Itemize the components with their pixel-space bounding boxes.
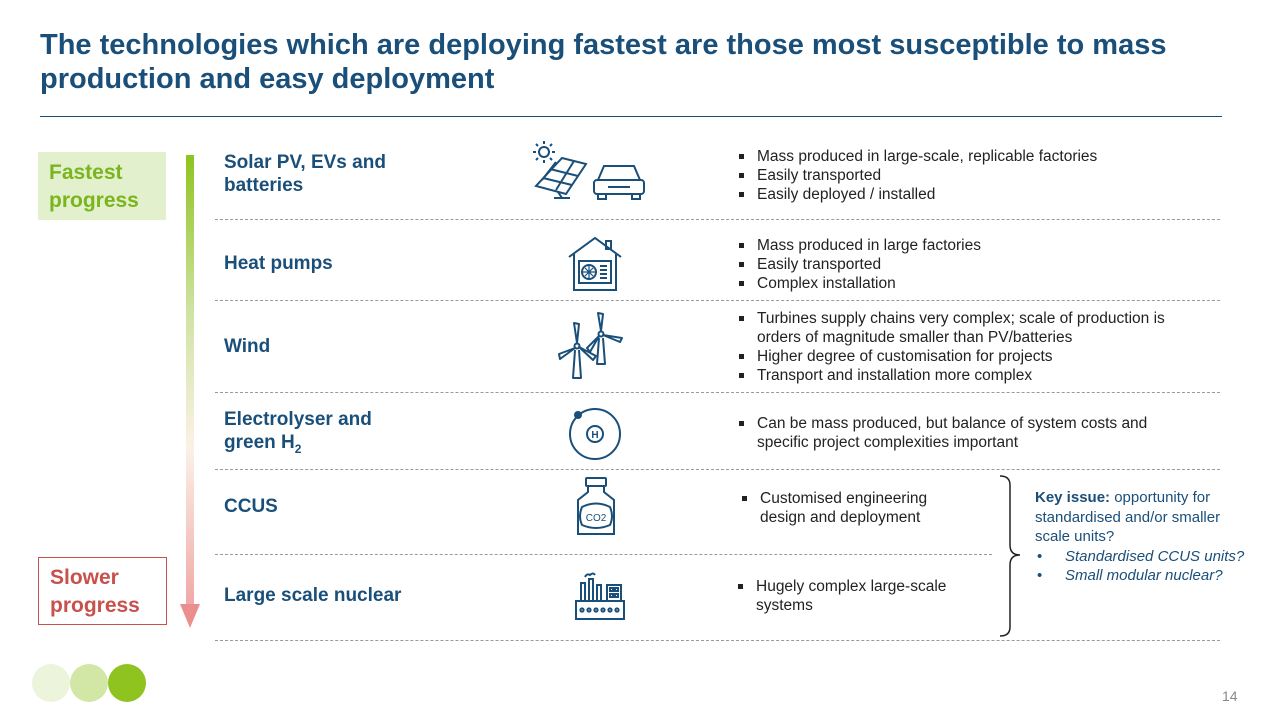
heat-pump-bullets: Mass produced in large factories Easily … (736, 236, 1196, 293)
right-brace (998, 475, 1028, 642)
nuclear-plant-icon (573, 571, 627, 623)
list-item: Easily transported (736, 166, 1196, 185)
key-issue-text: opportunity for standardised and/or smal… (1035, 489, 1221, 545)
row-divider (215, 392, 1220, 393)
row-title-electrolyser: Electrolyser and green H2 (224, 408, 404, 461)
decorative-circle (108, 664, 146, 702)
title-divider (40, 116, 1222, 117)
page-number: 14 (1222, 688, 1238, 704)
hydrogen-icon-label: H (591, 430, 598, 441)
slide-title: The technologies which are deploying fas… (40, 29, 1167, 95)
row-title-solar: Solar PV, EVs and batteries (224, 152, 386, 196)
co2-container-icon: CO2 (574, 476, 618, 538)
row-divider (215, 554, 992, 555)
row-title-heat-pumps: Heat pumps (224, 253, 333, 274)
heat-pump-house-icon (566, 235, 624, 293)
list-item: Complex installation (736, 274, 1196, 293)
progress-arrow-head (180, 604, 200, 628)
row-title-ccus: CCUS (224, 496, 278, 517)
list-item: Hugely complex large-scale systems (735, 577, 947, 615)
decorative-circle (70, 664, 108, 702)
key-issue-item: Small modular nuclear? (1035, 566, 1245, 586)
list-item: Easily deployed / installed (736, 185, 1196, 204)
list-item: Mass produced in large-scale, replicable… (736, 147, 1196, 166)
solar-bullets: Mass produced in large-scale, replicable… (736, 147, 1196, 204)
row-divider (215, 469, 1220, 470)
list-item: Customised engineering design and deploy… (739, 489, 964, 527)
key-issue-box: Key issue: opportunity for standardised … (1035, 488, 1245, 586)
solar-panel-and-car-icon (528, 140, 650, 204)
row-title-electrolyser-subscript: 2 (294, 441, 302, 456)
list-item: Mass produced in large factories (736, 236, 1196, 255)
row-title-wind: Wind (224, 336, 271, 357)
wind-bullets: Turbines supply chains very complex; sca… (736, 309, 1206, 385)
list-item: Easily transported (736, 255, 1196, 274)
list-item: Transport and installation more complex (736, 366, 1206, 385)
list-item: Can be mass produced, but balance of sys… (736, 414, 1156, 452)
key-issue-heading: Key issue: (1035, 489, 1111, 506)
wind-turbines-icon (556, 310, 628, 382)
list-item: Turbines supply chains very complex; sca… (736, 309, 1206, 347)
row-divider (215, 300, 1220, 301)
slower-progress-label: Slower progress (38, 557, 167, 625)
electrolyser-bullets: Can be mass produced, but balance of sys… (736, 414, 1156, 452)
decorative-circle (32, 664, 70, 702)
nuclear-bullets: Hugely complex large-scale systems (735, 577, 947, 615)
row-divider (215, 640, 1220, 641)
co2-icon-label: CO2 (586, 513, 607, 524)
ccus-bullets: Customised engineering design and deploy… (739, 489, 964, 527)
progress-arrow-shaft (186, 155, 194, 605)
key-issue-item: Standardised CCUS units? (1035, 547, 1245, 567)
fastest-progress-label: Fastest progress (38, 152, 166, 220)
row-title-electrolyser-text: Electrolyser and green H (224, 409, 372, 453)
key-issue-list: Standardised CCUS units? Small modular n… (1035, 547, 1245, 586)
list-item: Higher degree of customisation for proje… (736, 347, 1206, 366)
row-divider (215, 219, 1220, 220)
hydrogen-atom-icon: H (567, 406, 623, 462)
row-title-nuclear: Large scale nuclear (224, 585, 402, 606)
